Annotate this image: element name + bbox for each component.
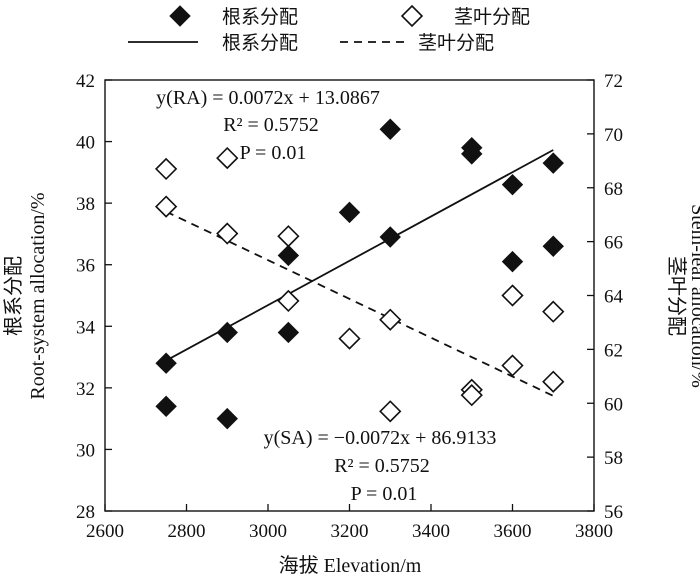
- y-left-tick-label: 36: [76, 256, 95, 277]
- stem-leaf-point: [379, 400, 402, 423]
- x-tick-label: 3400: [412, 521, 450, 542]
- equation-root-line1: y(RA) = 0.0072x + 13.0867: [156, 87, 380, 109]
- y-left-axis-label-en: Root-system allocation/%: [27, 192, 49, 399]
- axis-ticks: 2600 2800 3000 3200 3400 3600 3800 28 30 32 34 36 38…: [76, 71, 624, 542]
- fit-lines: [165, 149, 554, 397]
- root-system-point: [216, 407, 238, 430]
- stem-leaf-point: [460, 384, 483, 407]
- equation-root-r2: R² = 0.5752: [223, 114, 319, 136]
- y-left-tick-label: 28: [76, 502, 95, 523]
- x-tick-label: 3200: [331, 521, 369, 542]
- root-system-point: [277, 244, 300, 267]
- root-system-point: [542, 235, 564, 257]
- stem-leaf-point: [154, 195, 178, 218]
- root-system-point: [379, 118, 401, 140]
- equation-stem-r2: R² = 0.5752: [334, 455, 430, 477]
- equation-stem: y(SA) = −0.0072x + 86.9133 R² = 0.5752 P…: [264, 427, 497, 505]
- root-system-point: [542, 152, 564, 174]
- x-tick-label: 3000: [249, 521, 287, 542]
- legend-label-root-line: 根系分配: [222, 32, 298, 54]
- y-right-tick-label: 66: [604, 233, 623, 254]
- y-left-tick-label: 42: [76, 71, 95, 92]
- root-system-point: [216, 321, 238, 344]
- y-right-tick-label: 68: [604, 179, 623, 200]
- y-left-tick-label: 32: [76, 379, 95, 400]
- legend-label-root-points: 根系分配: [222, 6, 298, 28]
- stem-leaf-fit-line: [165, 210, 554, 397]
- x-tick-label: 2800: [168, 521, 206, 542]
- y-right-tick-label: 58: [604, 448, 623, 469]
- equation-root: y(RA) = 0.0072x + 13.0867 R² = 0.5752 P …: [156, 87, 380, 164]
- y-right-tick-label: 70: [604, 125, 623, 146]
- root-system-point: [155, 395, 177, 418]
- y-right-tick-label: 56: [604, 502, 623, 523]
- legend-marker-stem-open-diamond: [400, 4, 424, 28]
- root-system-point: [155, 352, 177, 374]
- stem-leaf-point: [379, 308, 402, 331]
- stem-leaf-point: [338, 327, 361, 350]
- y-left-tick-label: 38: [76, 194, 95, 215]
- y-right-axis-label-cn: 茎叶分配: [665, 256, 688, 336]
- y-left-axis-label-cn: 根系分配: [2, 256, 25, 336]
- stem-leaf-point: [216, 146, 239, 170]
- root-system-point: [277, 321, 300, 344]
- root-system-point: [501, 173, 524, 196]
- legend-label-stem-line: 茎叶分配: [418, 32, 494, 54]
- legend-label-stem-points: 茎叶分配: [454, 6, 530, 28]
- y-left-tick-label: 34: [76, 317, 96, 338]
- y-left-tick-label: 40: [76, 133, 95, 154]
- root-system-point: [461, 137, 483, 159]
- stem-leaf-point: [542, 300, 565, 323]
- y-right-axis-label-en: Stem-leaf allocation/%: [687, 204, 700, 388]
- legend-marker-root-filled-diamond: [169, 5, 191, 27]
- root-system-point: [338, 201, 361, 224]
- y-left-tick-label: 30: [76, 440, 95, 461]
- y-right-tick-label: 72: [604, 71, 623, 92]
- data-markers: [154, 118, 565, 430]
- y-right-tick-label: 60: [604, 394, 623, 415]
- root-system-point: [501, 250, 524, 273]
- stem-leaf-point: [501, 284, 524, 307]
- stem-leaf-point: [501, 354, 524, 377]
- stem-leaf-point: [216, 222, 239, 245]
- stem-leaf-point: [277, 289, 300, 313]
- stem-leaf-point: [542, 370, 565, 393]
- y-right-tick-label: 64: [604, 287, 624, 308]
- x-tick-label: 3600: [494, 521, 532, 542]
- equation-stem-line1: y(SA) = −0.0072x + 86.9133: [264, 427, 497, 449]
- legend: 根系分配 茎叶分配 根系分配 茎叶分配: [128, 4, 530, 54]
- stem-leaf-point: [277, 225, 300, 248]
- equation-root-p: P = 0.01: [240, 142, 307, 164]
- x-axis-label: 海拔 Elevation/m: [279, 554, 422, 577]
- x-tick-label: 2600: [86, 521, 124, 542]
- x-tick-label: 3800: [575, 521, 613, 542]
- y-right-tick-label: 62: [604, 340, 623, 361]
- equation-stem-p: P = 0.01: [351, 483, 418, 505]
- stem-leaf-point: [154, 157, 178, 181]
- root-system-point: [379, 226, 401, 248]
